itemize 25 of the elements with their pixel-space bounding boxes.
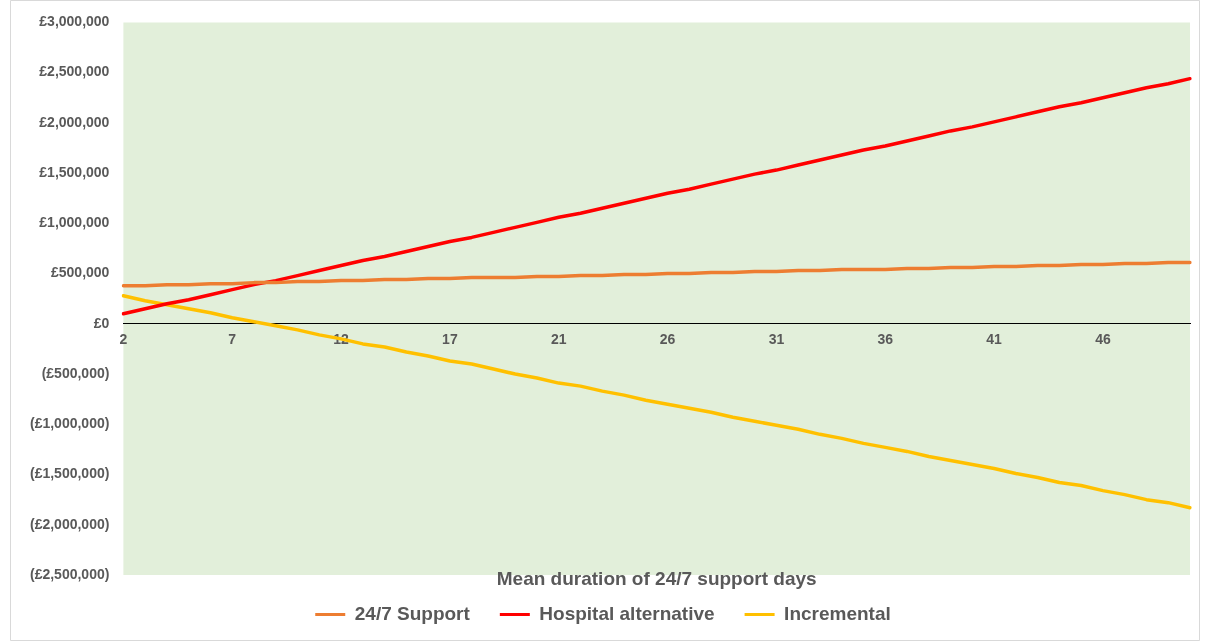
y-tick-label: £500,000 [50,264,110,281]
legend-label: Hospital alternative [539,602,715,624]
x-tick-label: 21 [550,331,567,348]
x-tick-label: 26 [659,331,676,348]
y-tick-label: (£1,000,000) [29,415,110,432]
y-tick-label: £0 [93,314,110,331]
x-tick-label: 17 [442,331,458,348]
x-tick-label: 41 [986,331,1003,348]
y-tick-label: £1,500,000 [39,163,110,180]
legend-label: Incremental [784,602,891,624]
x-tick-label: 31 [768,331,785,348]
x-axis-title: Mean duration of 24/7 support days [496,568,817,590]
y-tick-label: (£500,000) [41,364,110,381]
y-tick-label: (£1,500,000) [29,465,110,482]
legend-label: 24/7 Support [354,602,471,624]
y-tick-label: £1,000,000 [39,214,110,231]
x-tick-label: 46 [1095,331,1111,348]
y-tick-label: £2,500,000 [39,63,110,80]
x-tick-label: 2 [119,331,128,348]
y-tick-label: £3,000,000 [39,13,110,30]
y-tick-label: (£2,500,000) [29,565,110,582]
x-tick-label: 7 [228,331,237,348]
y-tick-label: £2,000,000 [39,113,110,130]
y-tick-label: (£2,000,000) [29,515,110,532]
x-tick-label: 36 [877,331,894,348]
